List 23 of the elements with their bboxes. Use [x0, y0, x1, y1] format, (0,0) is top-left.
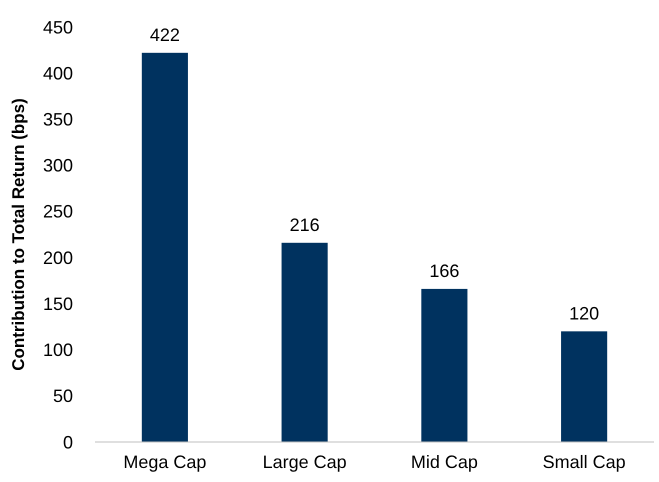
data-label: 120: [569, 303, 600, 324]
bar: [142, 52, 188, 442]
data-label: 166: [429, 260, 460, 281]
bar: [421, 288, 468, 442]
y-tick-label: 50: [52, 386, 73, 406]
y-tick-label: 400: [42, 63, 73, 84]
bar: [282, 242, 328, 442]
data-label: 216: [290, 214, 320, 235]
x-tick-label: Small Cap: [542, 452, 626, 472]
x-tick-label: Mid Cap: [410, 452, 478, 472]
y-tick-label: 0: [62, 432, 73, 452]
y-tick-label: 300: [42, 156, 73, 176]
x-tick-label: Large Cap: [262, 452, 347, 472]
y-tick-label: 100: [42, 340, 73, 360]
y-axis-title: Contribution to Total Return (bps): [9, 98, 28, 371]
y-tick-label: 200: [42, 248, 73, 268]
y-tick-label: 350: [42, 110, 73, 130]
y-tick-label: 450: [42, 17, 73, 38]
y-tick-label: 150: [42, 294, 73, 314]
data-label: 422: [150, 24, 180, 45]
bar: [561, 331, 608, 442]
y-tick-label: 250: [42, 202, 73, 222]
x-tick-label: Mega Cap: [123, 452, 206, 472]
